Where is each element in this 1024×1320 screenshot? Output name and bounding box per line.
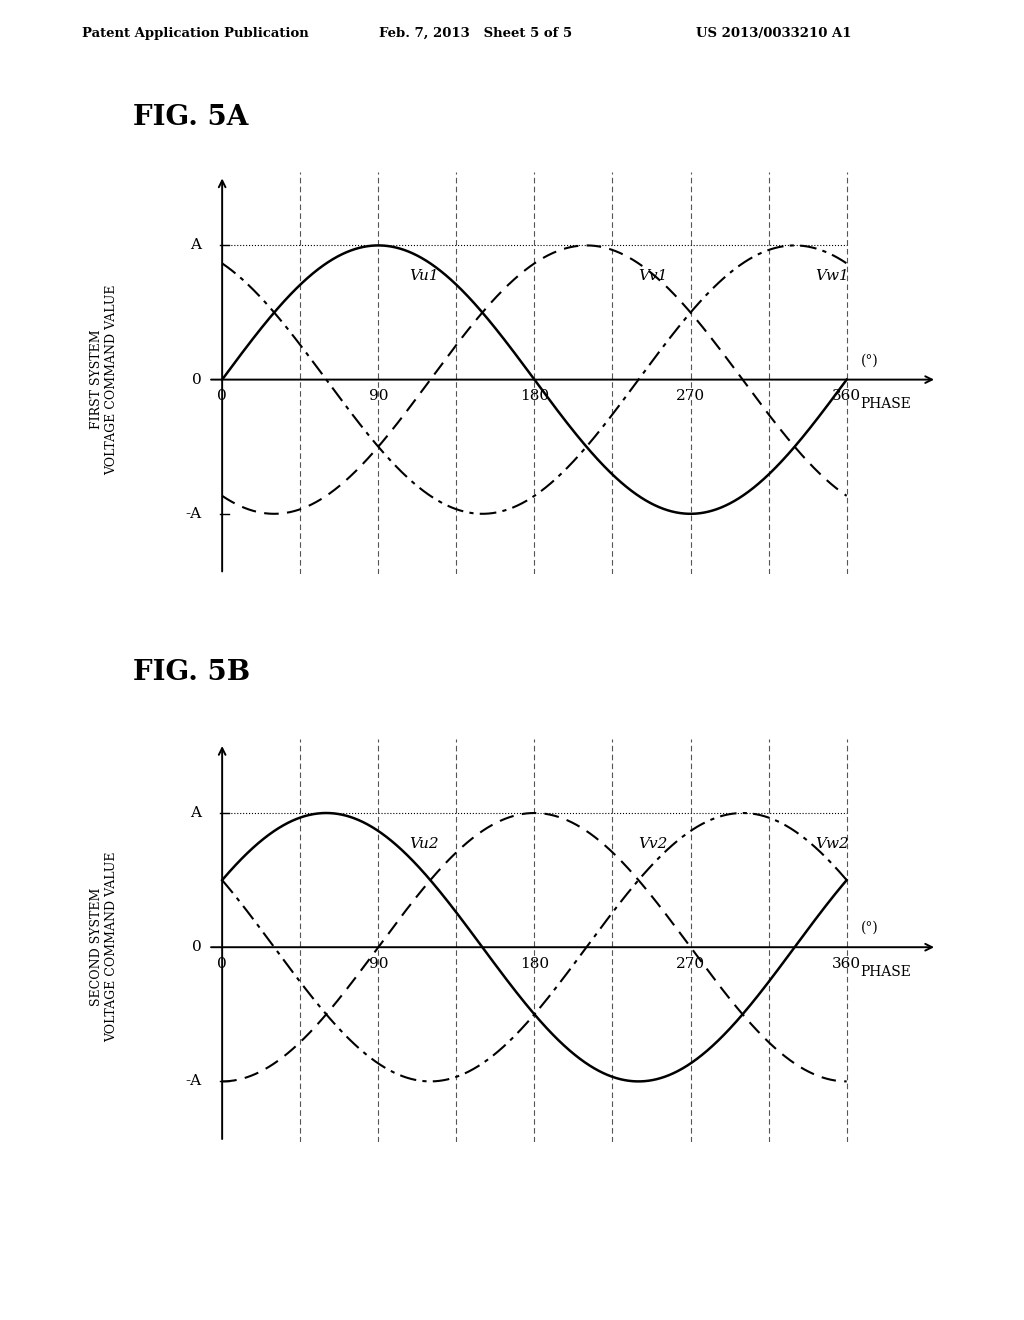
Text: 0: 0 bbox=[217, 389, 227, 403]
Text: 360: 360 bbox=[833, 389, 861, 403]
Text: PHASE: PHASE bbox=[860, 965, 911, 978]
Text: (°): (°) bbox=[860, 921, 879, 935]
Text: FIG. 5A: FIG. 5A bbox=[133, 104, 249, 132]
Text: 0: 0 bbox=[191, 940, 202, 954]
Text: 180: 180 bbox=[520, 957, 549, 970]
Text: 0: 0 bbox=[191, 372, 202, 387]
Text: SECOND SYSTEM
VOLTAGE COMMAND VALUE: SECOND SYSTEM VOLTAGE COMMAND VALUE bbox=[90, 851, 118, 1043]
Text: US 2013/0033210 A1: US 2013/0033210 A1 bbox=[696, 26, 852, 40]
Text: Vw1: Vw1 bbox=[815, 269, 849, 282]
Text: Vu1: Vu1 bbox=[410, 269, 439, 282]
Text: (°): (°) bbox=[860, 354, 879, 367]
Text: A: A bbox=[190, 239, 202, 252]
Text: -A: -A bbox=[185, 507, 202, 521]
Text: 0: 0 bbox=[217, 957, 227, 970]
Text: Vv1: Vv1 bbox=[639, 269, 668, 282]
Text: Patent Application Publication: Patent Application Publication bbox=[82, 26, 308, 40]
Text: PHASE: PHASE bbox=[860, 397, 911, 411]
Text: 270: 270 bbox=[676, 389, 706, 403]
Text: 270: 270 bbox=[676, 957, 706, 970]
Text: A: A bbox=[190, 807, 202, 820]
Text: 360: 360 bbox=[833, 957, 861, 970]
Text: 180: 180 bbox=[520, 389, 549, 403]
Text: -A: -A bbox=[185, 1074, 202, 1089]
Text: Vu2: Vu2 bbox=[410, 837, 439, 850]
Text: 90: 90 bbox=[369, 957, 388, 970]
Text: Vw2: Vw2 bbox=[815, 837, 849, 850]
Text: Feb. 7, 2013   Sheet 5 of 5: Feb. 7, 2013 Sheet 5 of 5 bbox=[379, 26, 572, 40]
Text: Vv2: Vv2 bbox=[639, 837, 668, 850]
Text: 90: 90 bbox=[369, 389, 388, 403]
Text: FIRST SYSTEM
VOLTAGE COMMAND VALUE: FIRST SYSTEM VOLTAGE COMMAND VALUE bbox=[90, 284, 118, 475]
Text: FIG. 5B: FIG. 5B bbox=[133, 659, 250, 686]
